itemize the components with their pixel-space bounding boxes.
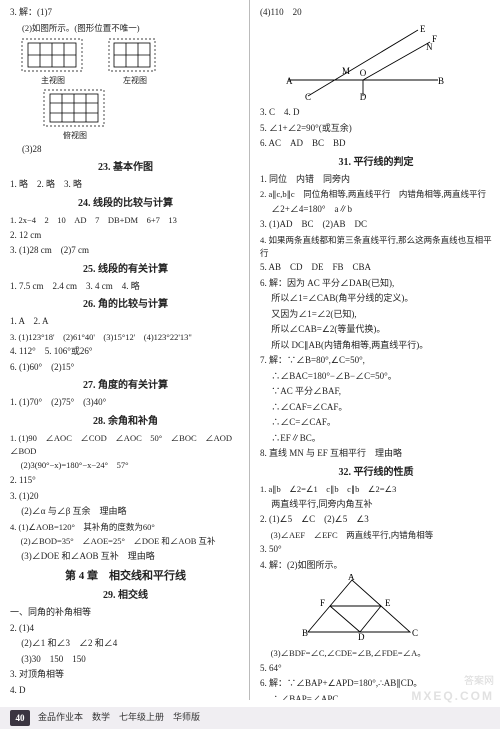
l29-2: 2. (1)4	[10, 622, 241, 636]
sec-25: 25. 线段的有关计算	[10, 262, 241, 277]
svg-text:E: E	[385, 598, 391, 608]
r-p6: 6. AC AD BC BD	[260, 137, 492, 151]
l31-6: 6. 解：因为 AC 平分∠DAB(已知),	[260, 277, 492, 291]
l31-7: 7. 解：∵∠B=80°,∠C=50°,	[260, 354, 492, 368]
l26-1: 1. A 2. A	[10, 315, 241, 329]
r-p1: (4)110 20	[260, 6, 492, 20]
l26-2: 3. (1)123°18' (2)61°40' (3)15°12' (4)123…	[10, 331, 241, 344]
l32-2b: (3)∠AEF ∠EFC 两直线平行,内错角相等	[260, 529, 492, 542]
sec-32: 32. 平行线的性质	[260, 465, 492, 480]
svg-text:A: A	[286, 76, 293, 86]
l29-6: 4. D	[10, 684, 241, 698]
l31-6e: 所以 DC∥AB(内错角相等,两直线平行)。	[260, 339, 492, 353]
svg-text:F: F	[432, 34, 437, 44]
svg-text:D: D	[358, 632, 365, 640]
page-number: 40	[10, 710, 30, 726]
r-p5: 5. ∠1+∠2=90°(或互余)	[260, 122, 492, 136]
l27-1: 1. (1)70° (2)75° (3)40°	[10, 396, 241, 410]
triangle-fig: A F E B D C	[278, 574, 492, 645]
svg-text:C: C	[412, 628, 418, 638]
l28-2: (2)3(90°−x)=180°−x−24° 57°	[10, 459, 241, 472]
sec-23: 23. 基本作图	[10, 160, 241, 175]
l31-7f: ∴EF∥BC。	[260, 432, 492, 446]
l31-7b: ∴∠BAC=180°−∠B−∠C=50°。	[260, 370, 492, 384]
svg-text:B: B	[302, 628, 308, 638]
svg-text:F: F	[320, 598, 325, 608]
svg-text:O: O	[360, 68, 367, 78]
l26-3: 4. 112° 5. 106°或26°	[10, 345, 241, 359]
l28-1: 1. (1)90 ∠AOC ∠COD ∠AOC 50° ∠BOC ∠AOD ∠B…	[10, 432, 241, 458]
l32-5: 5. 64°	[260, 662, 492, 676]
watermark: MXEQ.COM	[411, 687, 494, 705]
l31-7d: ∴∠CAF=∠CAF。	[260, 401, 492, 415]
intersecting-lines-fig: A M O B C D E F N	[278, 22, 492, 105]
l32-3: 3. 50°	[260, 543, 492, 557]
sec-27: 27. 角度的有关计算	[10, 378, 241, 393]
top-view: 俯视图	[40, 89, 110, 142]
sec-31: 31. 平行线的判定	[260, 155, 492, 170]
l31-6c: 又因为∠1=∠2(已知),	[260, 308, 492, 322]
l24-1: 1. 2x−4 2 10 AD 7 DB+DM 6+7 13	[10, 214, 241, 227]
l31-3: 3. (1)AD BC (2)AB DC	[260, 218, 492, 232]
l32-1b: 两直线平行,同旁内角互补	[260, 498, 492, 512]
l31-4: 4. 如果两条直线都和第三条直线平行,那么这两条直线也互相平行	[260, 234, 492, 260]
sec-24: 24. 线段的比较与计算	[10, 196, 241, 211]
l29-7: 5. (1)∠COE 和∠BOE 的对顶角分别是∠DOF 和∠AOF	[10, 699, 241, 700]
l31-7e: ∴∠C=∠CAF。	[260, 416, 492, 430]
l28-6: 4. (1)∠AOB=120° 其补角的度数为60°	[10, 521, 241, 534]
l31-2b: ∠2+∠4=180° a∥b	[260, 203, 492, 217]
r-p3: 3. C 4. D	[260, 106, 492, 120]
l29-4: (3)30 150 150	[10, 653, 241, 667]
l28-8: (3)∠DOE 和∠AOB 互补 理由略	[10, 550, 241, 564]
svg-text:D: D	[360, 92, 367, 100]
l24-3: 3. (1)28 cm (2)7 cm	[10, 244, 241, 258]
l31-2: 2. a∥c,b∥c 同位角相等,两直线平行 内错角相等,两直线平行	[260, 188, 492, 201]
left-column: 3. 解：(1)7 (2)如图所示。(图形位置不唯一) 主视图	[0, 0, 250, 700]
footer: 40 金品作业本 数学 七年级上册 华师版	[0, 707, 500, 729]
l31-8: 8. 直线 MN 与 EF 互相平行 理由略	[260, 447, 492, 461]
l32-2: 2. (1)∠5 ∠C (2)∠5 ∠3	[260, 513, 492, 527]
l32-4b: (3)∠BDF=∠C,∠CDE=∠B,∠FDE=∠A。	[260, 647, 492, 660]
ch4: 第 4 章 相交线和平行线	[10, 568, 241, 585]
l23-1: 1. 略 2. 略 3. 略	[10, 178, 241, 192]
l28-5: (2)∠α 与∠β 互余 理由略	[10, 505, 241, 519]
l25-1: 1. 7.5 cm 2.4 cm 3. 4 cm 4. 略	[10, 280, 241, 294]
l29-3: (2)∠1 和∠3 ∠2 和∠4	[10, 637, 241, 651]
l29-5: 3. 对顶角相等	[10, 668, 241, 682]
l31-1: 1. 同位 内错 同旁内	[260, 173, 492, 187]
side-view: 左视图	[106, 38, 164, 87]
l28-3: 2. 115°	[10, 474, 241, 488]
svg-text:M: M	[342, 66, 350, 76]
l32-1: 1. a∥b ∠2=∠1 c∥b c∥b ∠2=∠3	[260, 483, 492, 496]
l29-1: 一、同角的补角相等	[10, 606, 241, 620]
q3-c: (3)28	[10, 143, 241, 157]
svg-text:B: B	[438, 76, 444, 86]
l31-6d: 所以∠CAB=∠2(等量代换)。	[260, 323, 492, 337]
sec-26: 26. 角的比较与计算	[10, 297, 241, 312]
l28-7: (2)∠BOD=35° ∠AOE=25° ∠DOE 和∠AOB 互补	[10, 535, 241, 548]
right-column: (4)110 20 A M O B C D E F N 3. C 4. D	[250, 0, 500, 700]
sec-28: 28. 余角和补角	[10, 414, 241, 429]
l26-4: 6. (1)60° (2)15°	[10, 361, 241, 375]
svg-text:N: N	[426, 42, 433, 52]
l31-6b: 所以∠1=∠CAB(角平分线的定义)。	[260, 292, 492, 306]
l28-4: 3. (1)20	[10, 490, 241, 504]
l32-4: 4. 解：(2)如图所示。	[260, 559, 492, 573]
footer-text: 金品作业本 数学 七年级上册 华师版	[38, 711, 200, 725]
l31-5: 5. AB CD DE FB CBA	[260, 261, 492, 275]
svg-text:E: E	[420, 24, 426, 34]
front-view: 主视图	[18, 38, 88, 87]
three-view-figs: 主视图 左视图	[18, 38, 241, 87]
q3-head: 3. 解：(1)7	[10, 6, 241, 20]
q3-b: (2)如图所示。(图形位置不唯一)	[10, 22, 241, 35]
sec-29: 29. 相交线	[10, 588, 241, 603]
svg-text:A: A	[348, 574, 355, 582]
l24-2: 2. 12 cm	[10, 229, 241, 243]
l31-7c: ∵AC 平分∠BAF,	[260, 385, 492, 399]
svg-text:C: C	[305, 92, 311, 100]
